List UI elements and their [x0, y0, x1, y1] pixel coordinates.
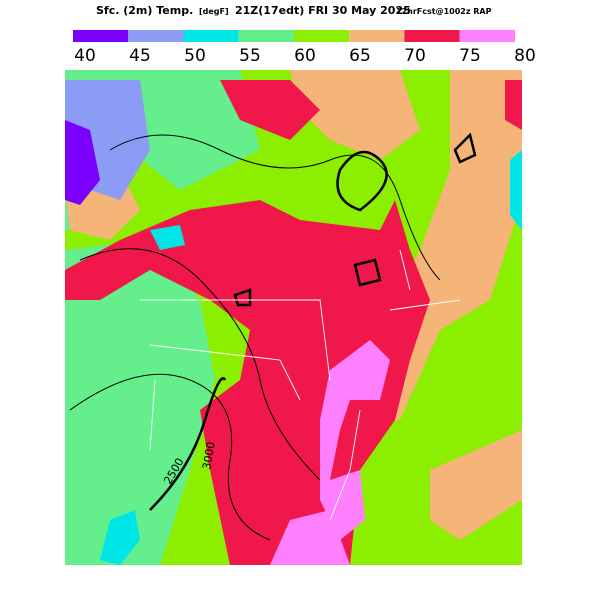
colorbar-swatch — [128, 30, 184, 42]
colorbar-label: 50 — [184, 46, 206, 66]
contour — [233, 288, 252, 307]
state-border — [140, 249, 461, 521]
region-70 — [505, 80, 522, 130]
colorbar-label: 60 — [294, 46, 316, 66]
title-model: 12hrFcst@1002z RAP — [396, 7, 492, 16]
map: 2500 3000 — [65, 70, 522, 565]
colorbar-label: 40 — [74, 46, 96, 66]
title-valid: 21Z(17edt) FRI 30 May 2025 — [235, 4, 411, 17]
region-50 — [150, 225, 185, 250]
region-75 — [320, 340, 390, 540]
colorbar-label: 75 — [459, 46, 481, 66]
colorbar-swatch — [349, 30, 405, 42]
colorbar-label: 65 — [349, 46, 371, 66]
title-group: Sfc. (2m) Temp. [degF] 21Z(17edt) FRI 30… — [96, 4, 492, 17]
title-units: [degF] — [199, 7, 229, 16]
colorbar-label: 45 — [129, 46, 151, 66]
region-70 — [65, 200, 430, 565]
contour — [149, 377, 227, 511]
contour — [353, 258, 382, 287]
title-field: Sfc. (2m) Temp. — [96, 4, 193, 17]
region-50 — [510, 150, 522, 230]
region-40 — [65, 120, 100, 205]
contour — [453, 132, 477, 164]
region-65 — [430, 430, 522, 540]
contour-label: 3000 — [200, 441, 218, 471]
region-50 — [100, 510, 140, 565]
colorbar-swatch — [183, 30, 239, 42]
colorbar-swatch — [404, 30, 460, 42]
region-75 — [270, 510, 350, 565]
colorbar-swatch — [73, 30, 129, 42]
colorbar-label: 55 — [239, 46, 261, 66]
region-70 — [220, 80, 320, 140]
region-55 — [65, 240, 215, 565]
colorbar: 40 45 50 55 60 65 70 75 80 — [73, 30, 536, 66]
contour — [336, 150, 388, 212]
contour — [69, 373, 271, 541]
colorbar-swatch — [294, 30, 350, 42]
contour — [109, 134, 441, 281]
region-65 — [290, 70, 420, 160]
colorbar-swatch — [459, 30, 515, 42]
colorbar-label: 70 — [404, 46, 426, 66]
colorbar-label: 80 — [514, 46, 536, 66]
colorbar-swatch — [238, 30, 294, 42]
contour — [79, 248, 321, 481]
